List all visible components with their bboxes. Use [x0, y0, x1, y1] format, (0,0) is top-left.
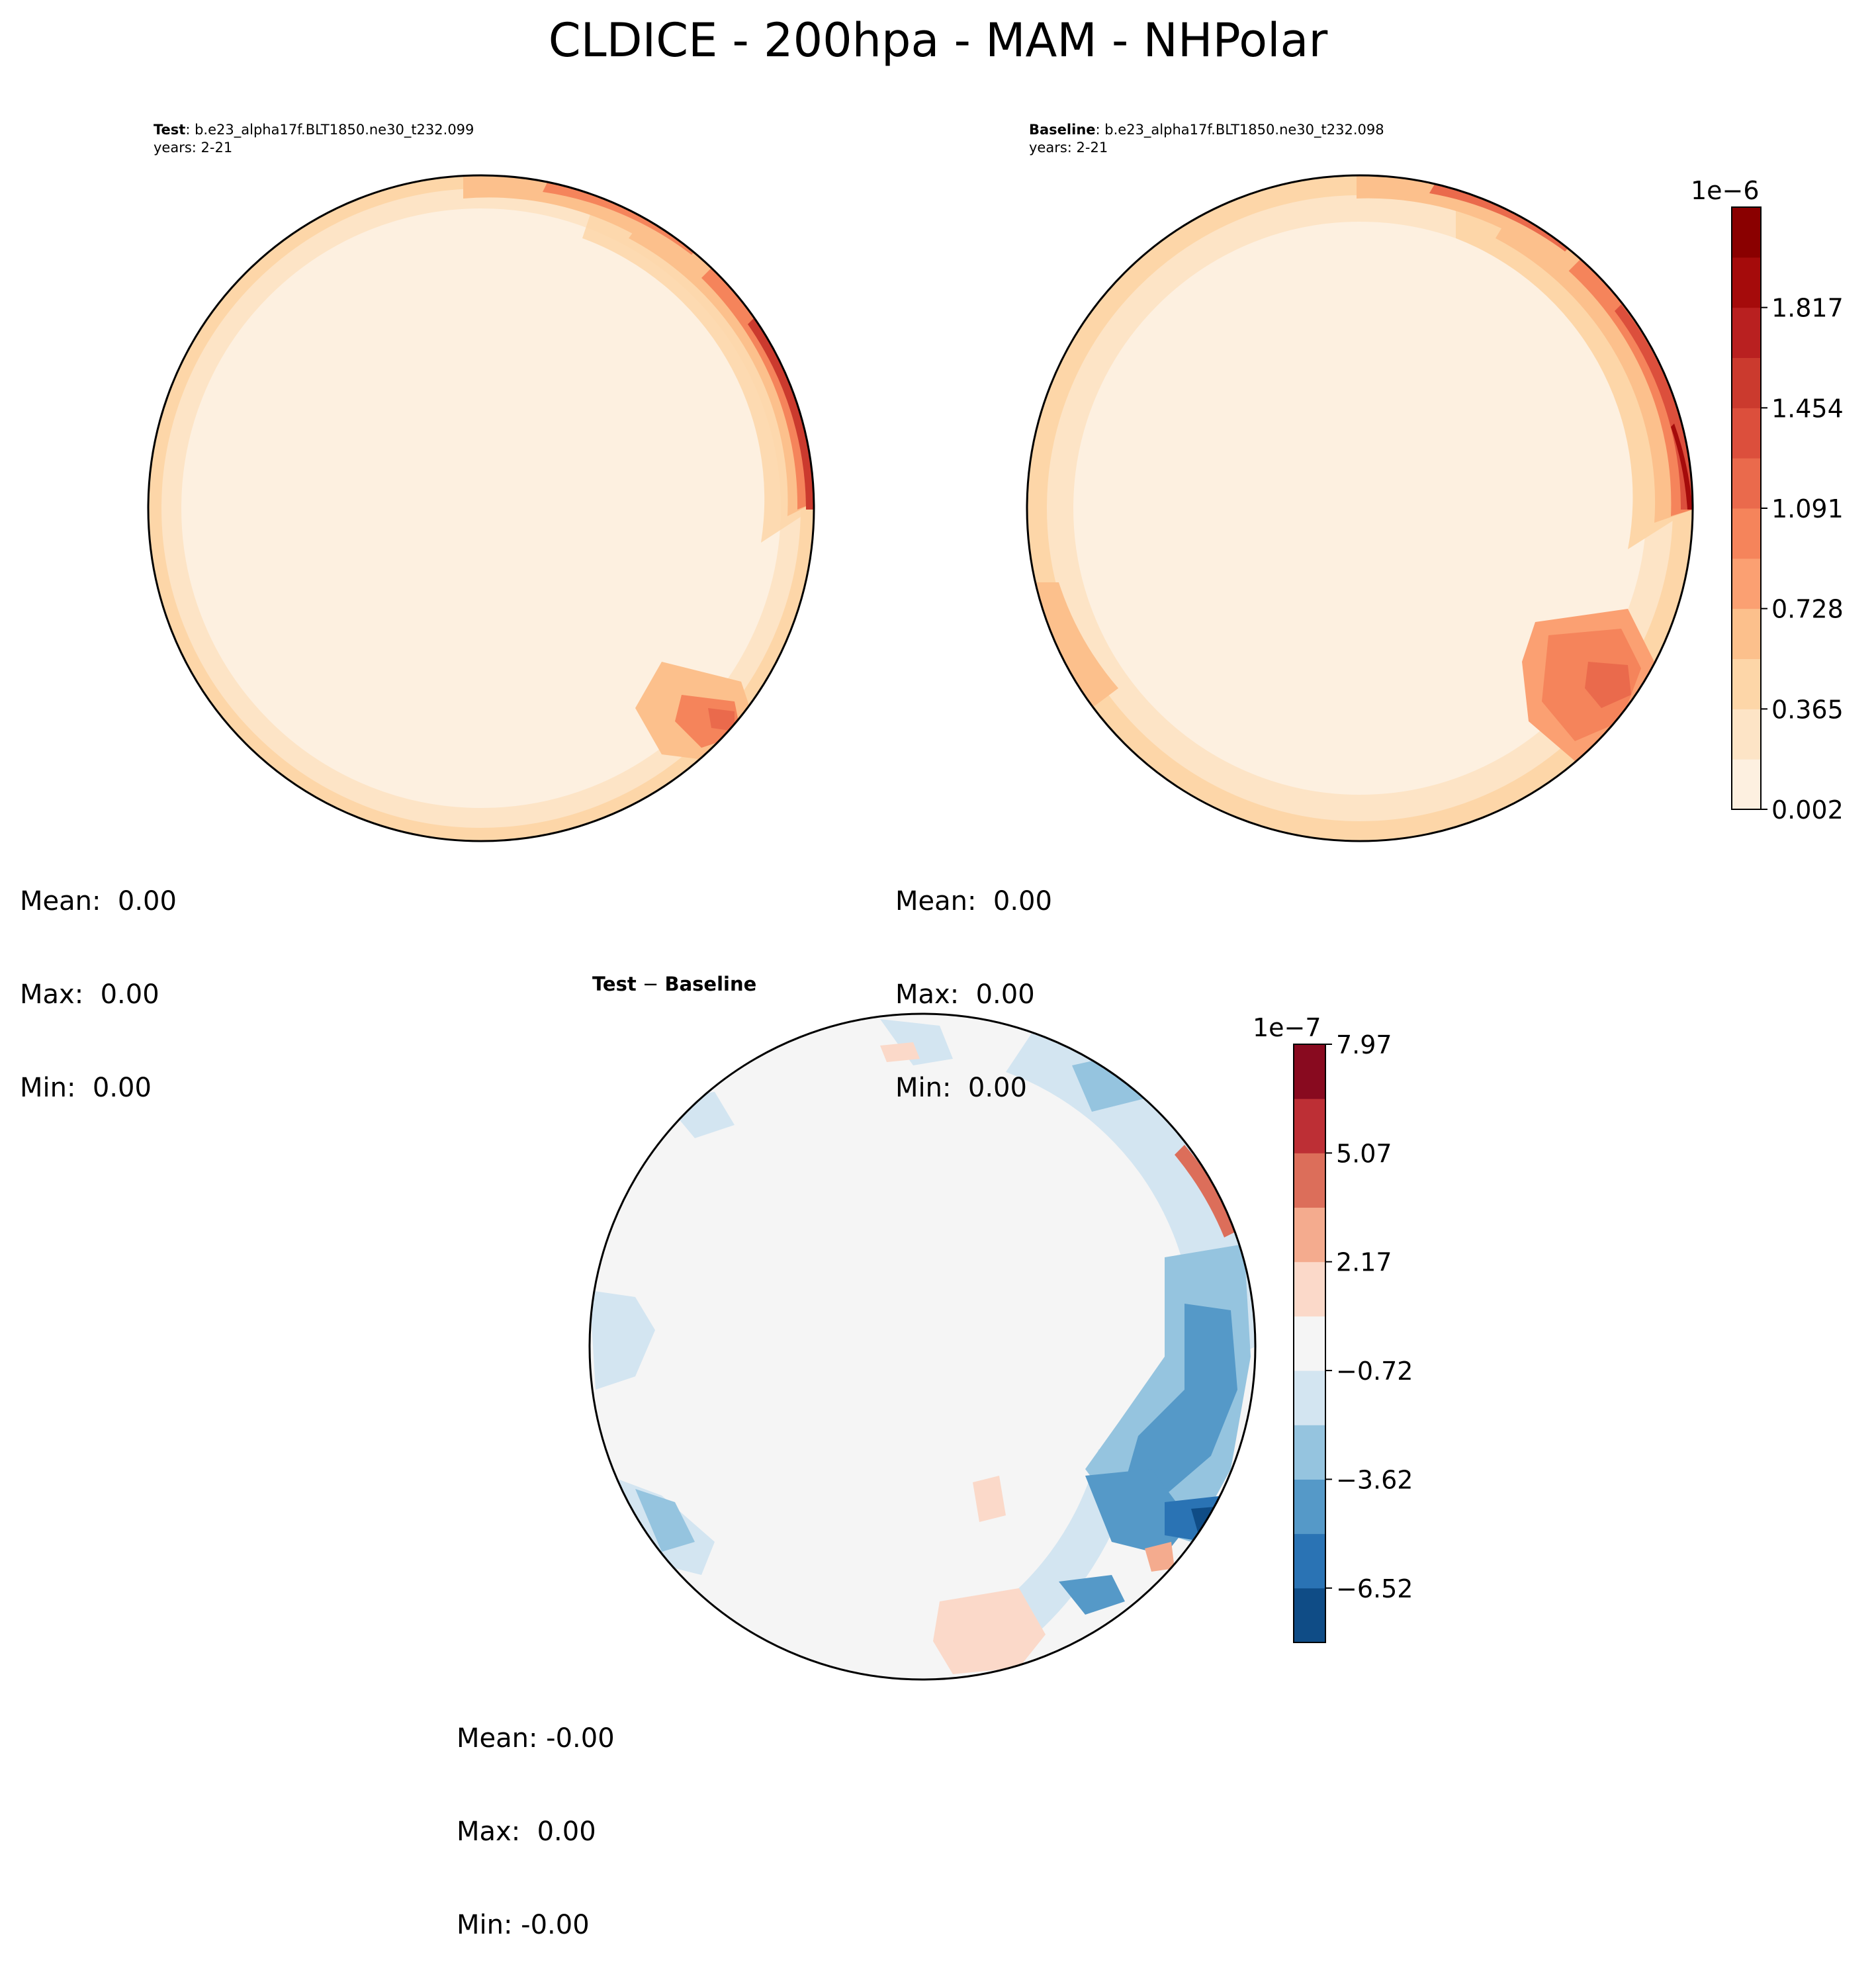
test-years: years: 2-21: [154, 140, 233, 156]
test-map: [148, 175, 814, 841]
test-panel-title: Test: b.e23_alpha17f.BLT1850.ne30_t232.0…: [154, 122, 474, 156]
colorbar-main-tick-label: 0.002: [1771, 795, 1844, 825]
colorbar-main-swatch: [1732, 257, 1761, 308]
diff-panel-title: Test − Baseline: [592, 973, 756, 995]
colorbar-main: 0.002 0.365 0.728 1.091 1.454 1.817 1e−6: [1691, 176, 1844, 825]
colorbar-main-tick-label: 0.728: [1771, 595, 1844, 624]
colorbar-main-swatch: [1732, 357, 1761, 408]
baseline-case-name: b.e23_alpha17f.BLT1850.ne30_t232.098: [1104, 122, 1384, 138]
colorbar-diff-tick-label: 5.07: [1336, 1139, 1392, 1168]
colorbar-main-tick-label: 1.817: [1771, 294, 1844, 323]
colorbar-main-swatch: [1732, 759, 1761, 810]
colorbar-main-swatch: [1732, 207, 1761, 258]
diff-stats: Mean: -0.00 Max: 0.00 Min: -0.00: [457, 1661, 615, 1972]
colorbar-diff-exponent: 1e−7: [1253, 1013, 1321, 1042]
baseline-map: [1027, 175, 1693, 841]
colorbar-diff-tick-label: −6.52: [1336, 1574, 1413, 1603]
colorbar-diff-tick-label: −0.72: [1336, 1357, 1413, 1386]
test-stats: Mean: 0.00 Max: 0.00 Min: 0.00: [20, 824, 177, 1135]
colorbar-diff-swatch: [1294, 1425, 1325, 1480]
diff-map-border: [588, 1012, 1257, 1681]
diff-mean: Mean: -0.00: [457, 1723, 615, 1754]
colorbar-diff-tick-label: 7.97: [1336, 1030, 1392, 1059]
diff-title-sep: −: [636, 973, 665, 995]
figure-title: CLDICE - 200hpa - MAM - NHPolar: [548, 13, 1328, 67]
test-mean: Mean: 0.00: [20, 886, 177, 917]
diff-max: Max: 0.00: [457, 1816, 596, 1847]
baseline-max: Max: 0.00: [895, 979, 1035, 1010]
test-map-border: [147, 174, 815, 842]
colorbar-diff-tick-label: 2.17: [1336, 1248, 1392, 1277]
colorbar-diff-swatch: [1294, 1261, 1325, 1317]
colorbar-main-swatch: [1732, 709, 1761, 760]
colorbar-diff: 7.97 5.07 2.17 −0.72 −3.62 −6.52 1e−7: [1253, 1013, 1413, 1643]
colorbar-diff-swatch: [1294, 1207, 1325, 1263]
colorbar-diff-swatch: [1294, 1533, 1325, 1589]
colorbar-main-swatch: [1732, 558, 1761, 609]
baseline-map-border: [1026, 174, 1694, 842]
colorbar-main-tick-label: 1.454: [1771, 394, 1844, 423]
diff-map: [590, 1014, 1255, 1680]
colorbar-diff-swatch: [1294, 1098, 1325, 1153]
baseline-years: years: 2-21: [1029, 140, 1108, 156]
colorbar-main-swatch: [1732, 408, 1761, 459]
colorbar-diff-swatch: [1294, 1153, 1325, 1208]
colorbar-diff-swatch: [1294, 1316, 1325, 1371]
diff-min: Min: -0.00: [457, 1910, 590, 1940]
colorbar-main-tick-label: 0.365: [1771, 695, 1844, 724]
colorbar-main-swatch: [1732, 307, 1761, 358]
baseline-mean: Mean: 0.00: [895, 886, 1052, 917]
colorbar-main-swatch: [1732, 608, 1761, 659]
baseline-label: Baseline: [1029, 122, 1096, 138]
colorbar-diff-swatch: [1294, 1479, 1325, 1535]
colorbar-main-tick-label: 1.091: [1771, 494, 1844, 523]
test-min: Min: 0.00: [20, 1073, 152, 1103]
diff-title-baseline: Baseline: [664, 973, 757, 995]
baseline-panel-title: Baseline: b.e23_alpha17f.BLT1850.ne30_t2…: [1029, 122, 1384, 156]
colorbar-diff-swatch: [1294, 1588, 1325, 1643]
test-map-base: [148, 175, 814, 841]
colorbar-diff-border: [1293, 1044, 1326, 1643]
colorbar-diff-swatch: [1294, 1044, 1325, 1099]
test-max: Max: 0.00: [20, 979, 159, 1010]
colorbar-main-swatch: [1732, 658, 1761, 709]
colorbar-diff-tick-label: −3.62: [1336, 1465, 1413, 1494]
test-case-name: b.e23_alpha17f.BLT1850.ne30_t232.099: [195, 122, 474, 138]
baseline-stats: Mean: 0.00 Max: 0.00 Min: 0.00: [895, 824, 1052, 1135]
colorbar-main-swatch: [1732, 508, 1761, 559]
colorbar-diff-swatch: [1294, 1370, 1325, 1425]
test-label: Test: [154, 122, 186, 138]
colorbar-main-swatch: [1732, 458, 1761, 509]
figure-canvas: 0.002 0.365 0.728 1.091 1.454 1.817 1e−6 7.97 5…: [147, 174, 1844, 1681]
baseline-min: Min: 0.00: [895, 1073, 1027, 1103]
colorbar-main-exponent: 1e−6: [1691, 176, 1760, 205]
diff-title-test: Test: [592, 973, 637, 995]
